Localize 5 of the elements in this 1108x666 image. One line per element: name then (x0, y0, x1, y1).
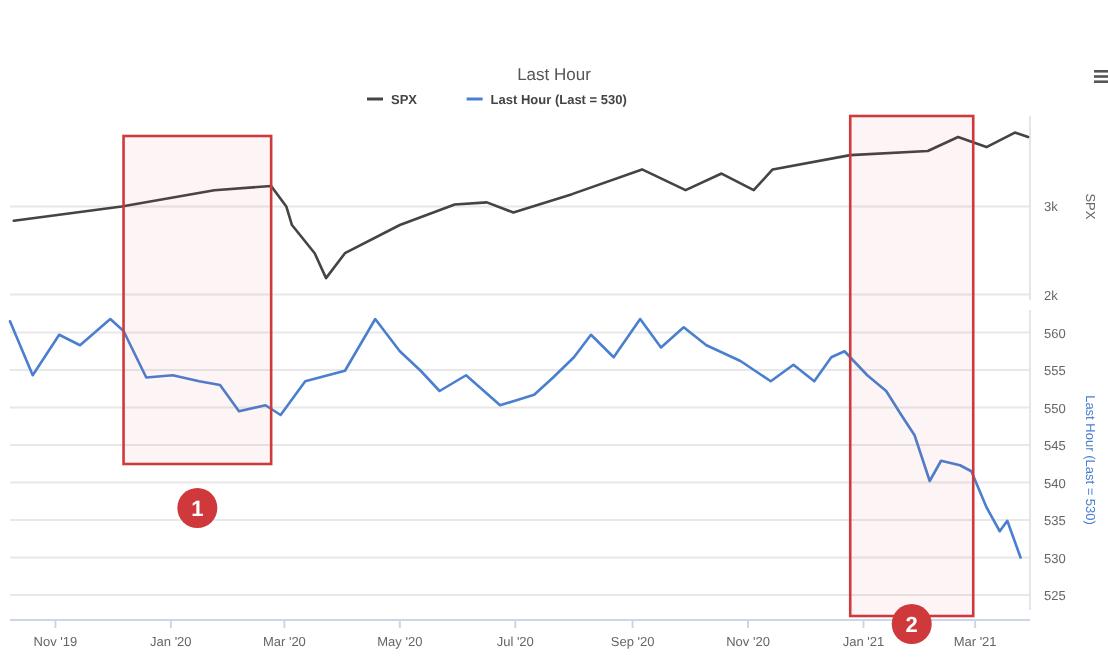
chart-title: Last Hour (517, 64, 592, 84)
line-series (12, 131, 1030, 280)
band-label: 2 (905, 614, 918, 638)
band-label: 1 (191, 498, 204, 522)
line-series (8, 317, 1022, 559)
